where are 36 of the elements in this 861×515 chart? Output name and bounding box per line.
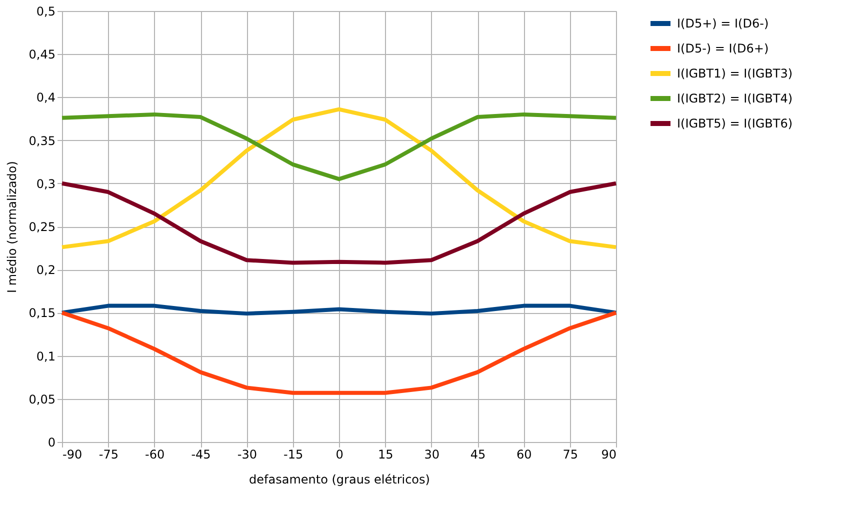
x-tick-label: 30	[424, 448, 440, 462]
y-tick-label: 0,1	[36, 349, 56, 364]
y-tick-label: 0	[48, 436, 56, 450]
y-tick-label: 0,45	[28, 48, 56, 62]
legend-label: I(IGBT2) = I(IGBT4)	[677, 92, 793, 106]
legend-label: I(D5+) = I(D6-)	[677, 16, 769, 30]
y-axis-title: I médio (normalizado)	[4, 161, 19, 293]
x-tick-label: -30	[237, 448, 257, 462]
y-tick-label: 0,2	[36, 263, 56, 278]
legend-label: I(IGBT1) = I(IGBT3)	[677, 66, 793, 80]
y-tick-label: 0,3	[36, 176, 56, 191]
y-tick-label: 0,35	[28, 134, 56, 148]
x-tick-label: 60	[516, 448, 532, 462]
legend-label: I(D5-) = I(D6+)	[677, 42, 769, 56]
x-tick-label: -90	[62, 448, 82, 462]
legend-label: I(IGBT5) = I(IGBT6)	[677, 116, 793, 130]
x-tick-label: 90	[601, 448, 616, 462]
x-tick-label: 75	[562, 448, 578, 462]
x-tick-label: -45	[191, 448, 211, 462]
line-series	[60, 310, 618, 395]
y-tick-label: 0,25	[28, 220, 56, 234]
y-tick-label: 0,4	[36, 90, 56, 105]
y-tick-label: 0,05	[28, 392, 56, 406]
y-tick-label: 0,5	[36, 4, 56, 18]
x-tick-label: -15	[284, 448, 304, 462]
x-tick-label: 0	[336, 448, 344, 462]
x-axis-title: defasamento (graus elétricos)	[249, 472, 430, 486]
x-tick-label: -75	[98, 448, 118, 462]
line-series	[60, 181, 618, 265]
line-series	[60, 112, 618, 182]
line-series	[60, 304, 618, 316]
x-tick-label: -60	[145, 448, 165, 462]
line-series	[60, 107, 618, 250]
x-tick-label: 15	[378, 448, 394, 462]
y-tick-label: 0,15	[28, 306, 56, 320]
x-tick-label: 45	[470, 448, 486, 462]
